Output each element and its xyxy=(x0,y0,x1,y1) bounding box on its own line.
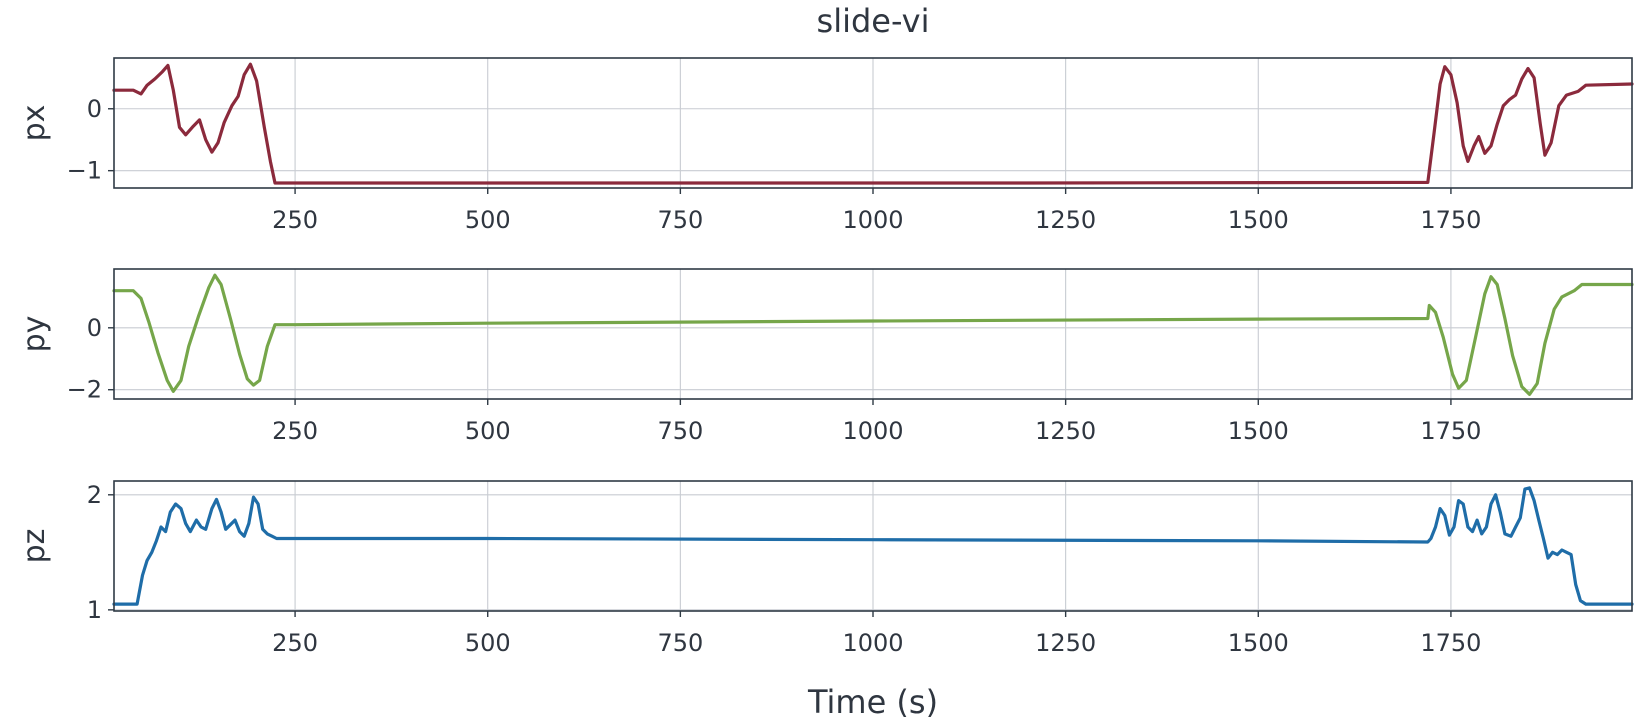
x-tick-label: 1250 xyxy=(1035,417,1096,445)
x-tick-label: 250 xyxy=(272,417,318,445)
x-tick-label: 1250 xyxy=(1035,206,1096,234)
x-tick-label: 500 xyxy=(465,417,511,445)
series-line-py xyxy=(112,273,1634,396)
x-tick-label: 1000 xyxy=(842,206,903,234)
y-axis-label-px: px xyxy=(17,105,52,142)
x-tick-label: 1500 xyxy=(1228,206,1289,234)
subplot-py: 250 500 750 1000 1250 1500 1750 −2 0 py xyxy=(17,268,1634,445)
x-tick-label: 500 xyxy=(465,206,511,234)
y-tick-label: 0 xyxy=(87,95,102,123)
x-tick-label: 750 xyxy=(657,629,703,657)
series-line-px xyxy=(112,62,1634,185)
x-tick-label: 500 xyxy=(465,629,511,657)
y-tick-label: 1 xyxy=(87,596,102,624)
x-tick-label: 1500 xyxy=(1228,629,1289,657)
x-tick-label: 1250 xyxy=(1035,629,1096,657)
series-line-pz xyxy=(112,486,1634,606)
y-axis-label-pz: pz xyxy=(17,529,52,564)
x-tick-label: 250 xyxy=(272,629,318,657)
y-axis-label-py: py xyxy=(17,316,52,353)
x-tick-label: 750 xyxy=(657,417,703,445)
y-tick-label: 0 xyxy=(87,314,102,342)
x-tick-label: 250 xyxy=(272,206,318,234)
x-tick-label: 1750 xyxy=(1420,417,1481,445)
subplot-px: 250 500 750 1000 1250 1500 1750 −1 0 px xyxy=(17,57,1634,234)
x-tick-label: 1750 xyxy=(1420,206,1481,234)
x-axis-label: Time (s) xyxy=(807,683,938,721)
x-tick-label: 1000 xyxy=(842,629,903,657)
y-tick-label: 2 xyxy=(87,481,102,509)
x-tick-label: 1750 xyxy=(1420,629,1481,657)
y-tick-label: −2 xyxy=(67,376,102,404)
subplot-pz: 250 500 750 1000 1250 1500 1750 1 2 pz xyxy=(17,480,1634,657)
y-tick-label: −1 xyxy=(67,157,102,185)
x-tick-label: 1500 xyxy=(1228,417,1289,445)
x-tick-label: 1000 xyxy=(842,417,903,445)
chart-title: slide-vi xyxy=(817,2,930,40)
x-tick-label: 750 xyxy=(657,206,703,234)
